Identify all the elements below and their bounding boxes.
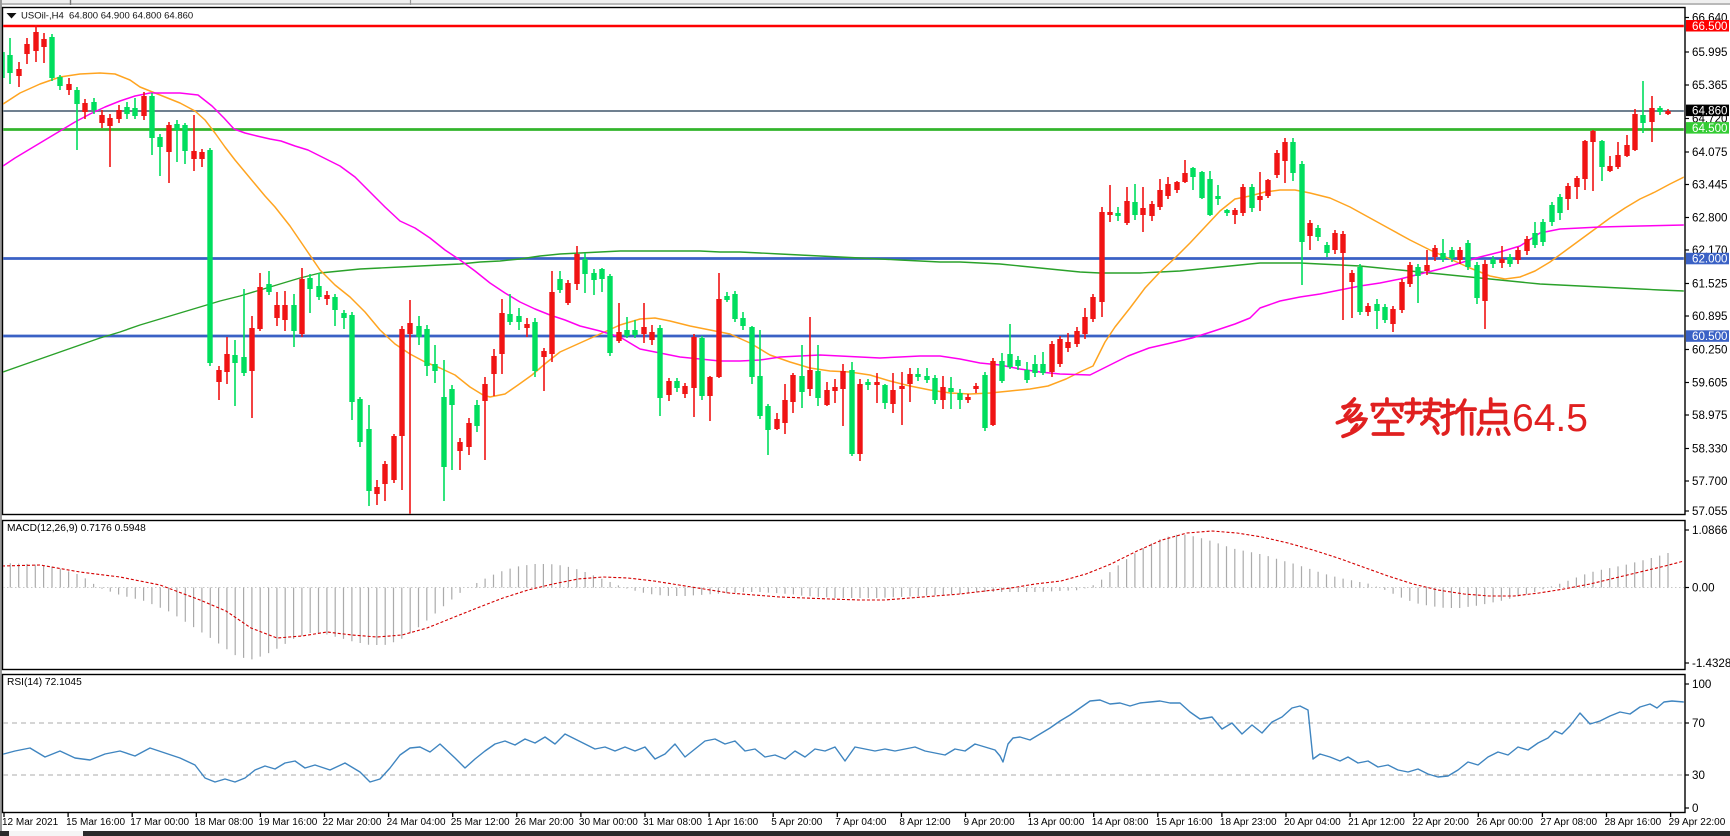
svg-text:25 Mar 12:00: 25 Mar 12:00 [451, 817, 510, 828]
svg-text:1 Apr 16:00: 1 Apr 16:00 [707, 817, 759, 828]
svg-text:100: 100 [1692, 678, 1711, 691]
svg-text:28 Apr 16:00: 28 Apr 16:00 [1605, 817, 1662, 828]
svg-text:13 Apr 00:00: 13 Apr 00:00 [1028, 817, 1085, 828]
svg-text:15 Apr 16:00: 15 Apr 16:00 [1156, 817, 1213, 828]
svg-text:12 Mar 2021: 12 Mar 2021 [2, 817, 59, 828]
svg-text:26 Apr 00:00: 26 Apr 00:00 [1476, 817, 1533, 828]
svg-text:17 Mar 00:00: 17 Mar 00:00 [130, 817, 189, 828]
svg-text:21 Apr 12:00: 21 Apr 12:00 [1348, 817, 1405, 828]
svg-text:66.500: 66.500 [1692, 20, 1727, 33]
svg-text:29 Apr 22:00: 29 Apr 22:00 [1669, 817, 1726, 828]
svg-text:27 Apr 08:00: 27 Apr 08:00 [1540, 817, 1597, 828]
svg-text:31 Mar 08:00: 31 Mar 08:00 [643, 817, 702, 828]
svg-text:60.895: 60.895 [1692, 310, 1727, 323]
svg-text:62.000: 62.000 [1692, 253, 1727, 266]
svg-text:58.330: 58.330 [1692, 443, 1727, 456]
svg-text:64.500: 64.500 [1692, 122, 1727, 135]
svg-text:RSI(14) 72.1045: RSI(14) 72.1045 [7, 677, 82, 688]
svg-text:15 Mar 16:00: 15 Mar 16:00 [66, 817, 125, 828]
svg-text:70: 70 [1692, 717, 1705, 730]
svg-text:26 Mar 20:00: 26 Mar 20:00 [515, 817, 574, 828]
svg-text:22 Apr 20:00: 22 Apr 20:00 [1412, 817, 1469, 828]
svg-text:62.800: 62.800 [1692, 212, 1727, 225]
svg-text:14 Apr 08:00: 14 Apr 08:00 [1092, 817, 1149, 828]
svg-text:18 Mar 08:00: 18 Mar 08:00 [194, 817, 253, 828]
svg-text:30: 30 [1692, 769, 1705, 782]
svg-text:-1.4328: -1.4328 [1692, 657, 1730, 670]
svg-text:24 Mar 04:00: 24 Mar 04:00 [387, 817, 446, 828]
svg-text:64.860: 64.860 [1692, 105, 1727, 118]
svg-text:7 Apr 04:00: 7 Apr 04:00 [835, 817, 887, 828]
svg-text:58.975: 58.975 [1692, 409, 1727, 422]
svg-text:64.075: 64.075 [1692, 146, 1727, 159]
svg-text:57.700: 57.700 [1692, 475, 1727, 488]
svg-text:MACD(12,26,9) 0.7176 0.5948: MACD(12,26,9) 0.7176 0.5948 [7, 523, 146, 534]
svg-text:63.445: 63.445 [1692, 179, 1727, 192]
svg-text:65.995: 65.995 [1692, 46, 1727, 59]
svg-text:USOil-,H4 64.800 64.900 64.80: USOil-,H4 64.800 64.900 64.800 64.860 [21, 11, 193, 22]
svg-text:8 Apr 12:00: 8 Apr 12:00 [899, 817, 951, 828]
svg-text:64.5: 64.5 [1512, 397, 1588, 440]
svg-text:60.250: 60.250 [1692, 344, 1727, 357]
svg-text:5 Apr 20:00: 5 Apr 20:00 [771, 817, 823, 828]
svg-text:9 Apr 20:00: 9 Apr 20:00 [964, 817, 1016, 828]
svg-text:1.0866: 1.0866 [1692, 524, 1727, 537]
svg-text:22 Mar 20:00: 22 Mar 20:00 [323, 817, 382, 828]
svg-text:65.365: 65.365 [1692, 79, 1727, 92]
svg-text:0: 0 [1692, 802, 1698, 815]
svg-text:59.605: 59.605 [1692, 377, 1727, 390]
svg-text:57.055: 57.055 [1692, 505, 1727, 518]
svg-text:61.525: 61.525 [1692, 278, 1727, 291]
svg-text:60.500: 60.500 [1692, 330, 1727, 343]
svg-text:19 Mar 16:00: 19 Mar 16:00 [258, 817, 317, 828]
svg-text:18 Apr 23:00: 18 Apr 23:00 [1220, 817, 1277, 828]
svg-text:20 Apr 04:00: 20 Apr 04:00 [1284, 817, 1341, 828]
svg-text:0.00: 0.00 [1692, 582, 1715, 595]
svg-text:30 Mar 00:00: 30 Mar 00:00 [579, 817, 638, 828]
